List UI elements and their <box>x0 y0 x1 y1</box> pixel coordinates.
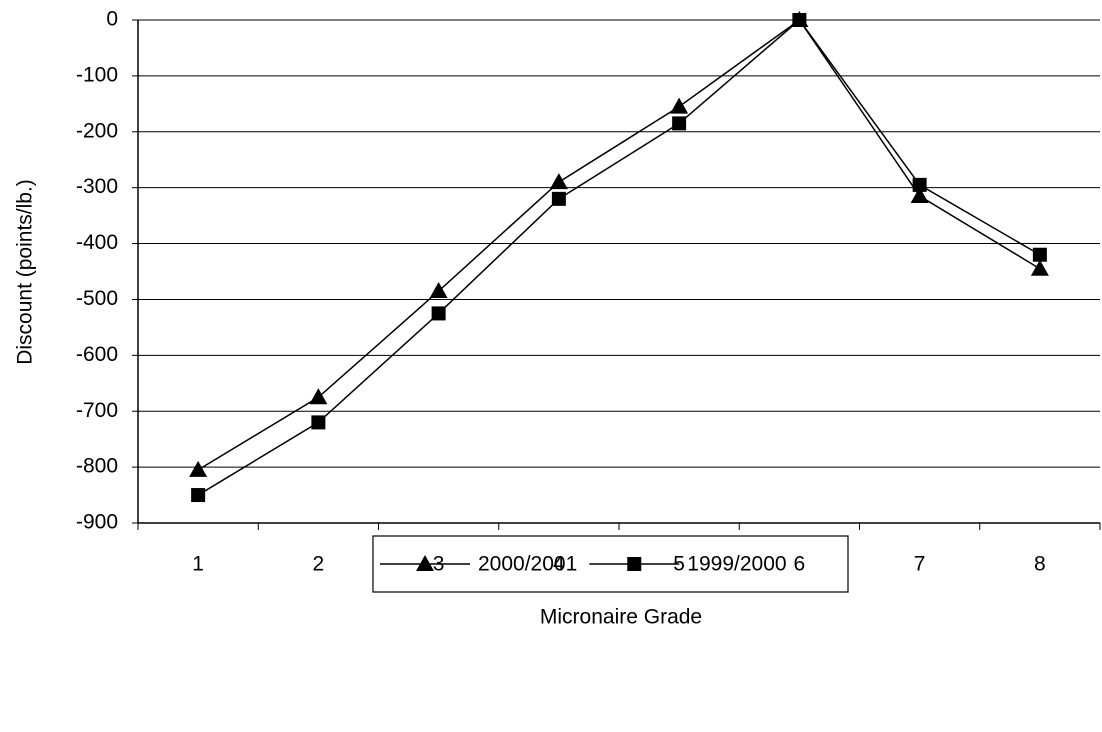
y-tick-label: -300 <box>76 175 118 198</box>
legend-label: 1999/2000 <box>687 553 786 576</box>
legend-marker <box>627 557 642 571</box>
y-tick-label: -500 <box>76 287 118 310</box>
marker <box>670 97 689 114</box>
marker <box>910 187 929 204</box>
series-line <box>197 18 1041 496</box>
x-tick-label: 1 <box>192 553 204 576</box>
marker <box>431 306 446 321</box>
x-tick-label: 7 <box>914 553 926 576</box>
marker <box>191 488 206 503</box>
legend-label: 2000/2001 <box>478 553 577 576</box>
y-tick-label: -700 <box>76 399 118 422</box>
marker <box>1030 259 1049 276</box>
marker <box>912 177 927 192</box>
x-tick-label: 6 <box>794 553 806 576</box>
y-axis-title: Discount (points/lb.) <box>14 179 37 365</box>
x-axis-title: Micronaire Grade <box>540 606 702 629</box>
marker <box>551 191 566 206</box>
legend-marker <box>416 555 434 571</box>
y-tick-label: -600 <box>76 343 118 366</box>
y-tick-label: -400 <box>76 231 118 254</box>
marker <box>429 282 448 299</box>
marker <box>309 388 328 405</box>
x-tick-label: 2 <box>313 553 325 576</box>
x-tick-label: 4 <box>553 553 565 576</box>
y-tick-label: 0 <box>106 8 118 31</box>
marker <box>672 116 687 131</box>
marker <box>189 460 208 477</box>
series-line <box>197 18 1041 471</box>
marker <box>792 13 807 27</box>
x-tick-label: 8 <box>1034 553 1046 576</box>
y-tick-label: -100 <box>76 63 118 86</box>
y-tick-label: -800 <box>76 455 118 478</box>
y-tick-label: -200 <box>76 119 118 142</box>
y-tick-label: -900 <box>76 511 118 534</box>
marker <box>311 415 326 430</box>
marker <box>549 173 568 190</box>
marker <box>1032 247 1047 262</box>
